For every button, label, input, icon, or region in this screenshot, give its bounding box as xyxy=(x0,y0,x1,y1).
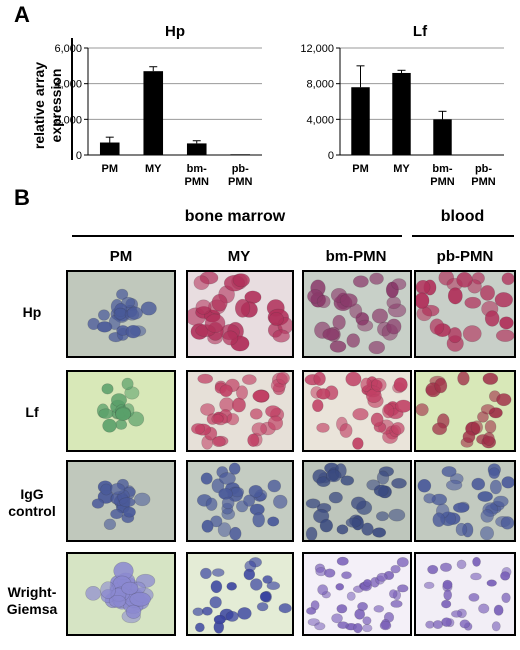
group-label-blood: blood xyxy=(440,208,485,225)
micrograph-r3-c3 xyxy=(302,460,412,542)
row-label-wright-giemsa: Wright- Giemsa xyxy=(6,584,58,617)
micrograph-r1-c2 xyxy=(186,270,294,358)
micrograph-cells xyxy=(416,372,512,449)
row-label-lf: Lf xyxy=(25,404,39,420)
group-label-bone-marrow: bone marrow xyxy=(184,208,286,225)
bar xyxy=(230,154,251,155)
x-tick-label: MY xyxy=(393,163,410,175)
y-tick-label: 6,000 xyxy=(54,43,82,55)
micrograph-r2-c1 xyxy=(66,370,176,452)
y-tick-label: 2,000 xyxy=(54,114,82,126)
chart-title: Hp xyxy=(165,23,185,40)
panel-a-label: A xyxy=(14,2,30,27)
bar xyxy=(99,142,120,155)
micrograph-cells xyxy=(416,272,514,352)
y-tick-label: 0 xyxy=(328,150,334,162)
bar xyxy=(351,87,370,155)
micrograph-r3-c4 xyxy=(414,460,516,542)
bar xyxy=(392,72,411,155)
bar xyxy=(474,154,493,156)
micrograph-r1-c3 xyxy=(302,270,412,358)
micrograph-r1-c1 xyxy=(66,270,176,358)
y-axis-label: relative arrayexpression xyxy=(31,62,64,149)
bar xyxy=(186,143,207,155)
column-label-my: MY xyxy=(227,248,251,265)
micrograph-r2-c4 xyxy=(414,370,516,452)
bar xyxy=(433,119,452,155)
column-label-bm-pmn: bm-PMN xyxy=(325,248,387,265)
micrograph-r4-c1 xyxy=(66,552,176,636)
bar-chart-hp: Hp 0 2,000 4,000 6,000 PM MY bm-PMN pb-PMN relati… xyxy=(31,23,262,188)
micrograph-cells xyxy=(91,478,151,531)
row-label-igg-control: IgG control xyxy=(8,486,56,519)
x-tick-label: pb-PMN xyxy=(471,163,496,188)
x-tick-label: bm-PMN xyxy=(185,163,210,188)
micrograph-r4-c2 xyxy=(186,552,294,636)
micrograph-cells xyxy=(87,288,157,343)
micrograph-r3-c1 xyxy=(66,460,176,542)
x-tick-label: MY xyxy=(145,163,162,175)
group-underline-bone-marrow xyxy=(72,235,402,237)
micrograph-cells xyxy=(306,556,409,634)
x-tick-label: pb-PMN xyxy=(228,163,253,188)
micrograph-cells xyxy=(85,561,156,624)
column-label-pb-pmn: pb-PMN xyxy=(436,248,494,265)
y-tick-label: 4,000 xyxy=(54,79,82,91)
micrograph-cells xyxy=(192,557,292,634)
y-tick-label: 12,000 xyxy=(300,43,334,55)
micrograph-cells xyxy=(307,272,407,355)
micrograph-r3-c2 xyxy=(186,460,294,542)
micrograph-cells xyxy=(188,272,292,352)
micrograph-cells xyxy=(423,556,512,632)
micrograph-cells xyxy=(191,372,290,450)
micrograph-r4-c4 xyxy=(414,552,516,636)
micrograph-r2-c2 xyxy=(186,370,294,452)
bar xyxy=(143,71,164,155)
chart-title: Lf xyxy=(413,23,428,40)
x-tick-label: PM xyxy=(352,163,369,175)
row-label-hp: Hp xyxy=(22,304,42,320)
micrograph-cells xyxy=(417,463,514,540)
bar-chart-lf: Lf 0 4,000 8,000 12,000 PM MY bm-PMN pb-PMN xyxy=(300,23,504,188)
micrograph-r4-c3 xyxy=(302,552,412,636)
micrograph-cells xyxy=(304,372,410,450)
x-tick-label: PM xyxy=(102,163,119,175)
micrograph-r1-c4 xyxy=(414,270,516,358)
group-underline-blood xyxy=(412,235,514,237)
y-tick-label: 4,000 xyxy=(306,114,334,126)
y-tick-label: 0 xyxy=(76,150,82,162)
x-tick-label: bm-PMN xyxy=(430,163,455,188)
micrograph-cells xyxy=(305,462,407,540)
panel-a-charts: Hp 0 2,000 4,000 6,000 PM MY bm-PMN pb-PMN relati… xyxy=(31,23,504,188)
micrograph-cells xyxy=(196,462,288,540)
y-tick-label: 8,000 xyxy=(306,79,334,91)
panel-b-label: B xyxy=(14,185,30,210)
micrograph-r2-c3 xyxy=(302,370,412,452)
column-label-pm: PM xyxy=(109,248,133,265)
micrograph-cells xyxy=(96,377,145,433)
